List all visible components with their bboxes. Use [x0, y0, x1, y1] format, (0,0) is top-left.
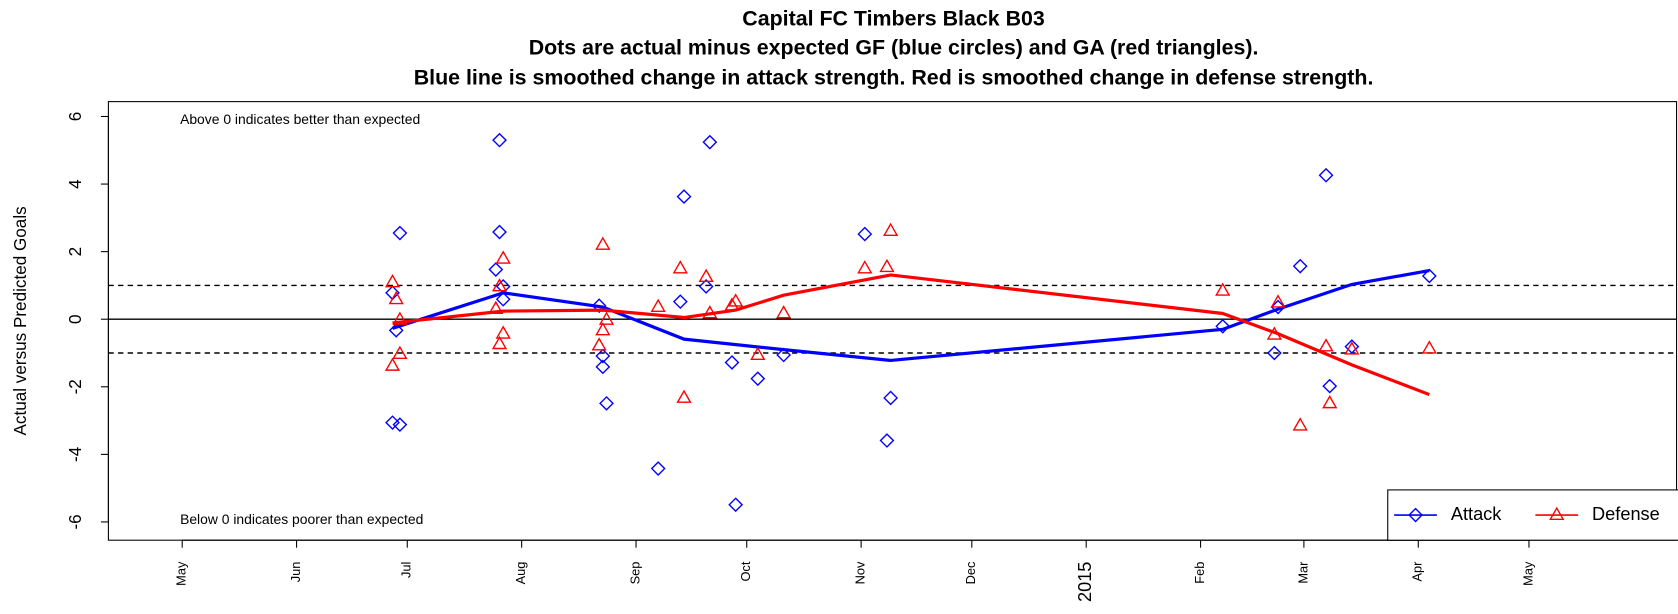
data-point — [883, 222, 899, 237]
data-point — [1292, 417, 1308, 431]
data-point — [724, 355, 740, 370]
data-point — [879, 433, 895, 448]
data-point — [1270, 299, 1286, 315]
data-point — [676, 189, 692, 204]
annotation: Below 0 indicates poorer than expected — [180, 511, 423, 527]
x-tick-label: May — [174, 561, 189, 586]
y-tick-label: 4 — [66, 179, 85, 189]
chart-subtitle: Blue line is smoothed change in attack s… — [414, 66, 1374, 90]
data-point — [1421, 340, 1437, 354]
x-tick-label: May — [1520, 561, 1535, 586]
data-point — [1266, 345, 1282, 361]
data-point — [698, 279, 714, 294]
data-point — [384, 274, 401, 288]
x-tick-label: Jun — [288, 562, 303, 583]
x-tick-label: Jul — [399, 562, 414, 578]
data-point — [1421, 268, 1437, 284]
smoothed-line — [392, 268, 1430, 363]
data-point — [672, 294, 688, 310]
x-tick-label: Feb — [1192, 562, 1207, 584]
data-point — [385, 415, 400, 431]
y-tick-label: -2 — [66, 379, 85, 394]
data-point — [392, 345, 408, 359]
data-point — [698, 268, 714, 282]
legend-marker — [1549, 506, 1565, 521]
data-point — [1344, 339, 1360, 354]
data-point — [392, 311, 408, 325]
x-tick-label: Dec — [963, 561, 978, 584]
data-point — [1215, 282, 1231, 296]
data-point — [488, 262, 504, 277]
data-point — [676, 389, 692, 403]
data-point — [650, 461, 666, 476]
data-point — [1215, 318, 1231, 334]
x-tick-label: Aug — [513, 562, 528, 585]
data-point — [750, 346, 766, 361]
plot-frame — [107, 101, 1678, 541]
data-point — [392, 417, 408, 433]
data-point — [591, 298, 607, 314]
y-axis-label: Actual versus Predicted Goals — [11, 206, 30, 435]
smoothed-line — [392, 273, 1430, 397]
data-point — [1344, 341, 1360, 355]
legend-label: Defense — [1592, 504, 1660, 524]
data-point — [857, 260, 873, 274]
data-point — [591, 337, 607, 351]
data-point — [388, 322, 404, 338]
data-point — [595, 322, 611, 336]
x-tick-label: Apr — [1410, 561, 1425, 582]
data-point — [595, 359, 611, 375]
y-tick-label: -6 — [66, 514, 85, 529]
data-point — [776, 347, 792, 363]
data-point — [595, 236, 611, 250]
data-point — [495, 250, 511, 264]
data-point — [1318, 338, 1334, 352]
x-tick-label: Nov — [853, 561, 868, 584]
data-point — [599, 395, 614, 411]
data-point — [1318, 167, 1334, 183]
x-tick-label: Mar — [1295, 561, 1310, 584]
y-tick-label: 2 — [66, 247, 85, 257]
chart-subtitle: Dots are actual minus expected GF (blue … — [529, 36, 1259, 60]
data-point — [388, 290, 404, 305]
data-point — [598, 311, 615, 325]
data-point — [879, 258, 895, 273]
data-point — [491, 335, 508, 350]
annotation: Above 0 indicates better than expected — [180, 111, 420, 127]
legend-marker — [1408, 507, 1423, 523]
y-tick-label: 6 — [66, 112, 85, 122]
data-point — [392, 225, 408, 241]
data-point — [1292, 258, 1308, 274]
data-point — [776, 305, 792, 319]
legend-label: Attack — [1451, 504, 1502, 524]
data-point — [883, 390, 899, 406]
data-point — [595, 348, 611, 364]
data-point — [492, 224, 507, 240]
data-point — [1270, 294, 1286, 308]
data-point — [491, 278, 508, 292]
data-point — [728, 497, 744, 513]
data-point — [672, 260, 688, 274]
data-point — [1322, 378, 1338, 394]
data-point — [1322, 394, 1338, 409]
data-point — [728, 293, 744, 307]
data-point — [750, 371, 766, 387]
x-tick-label: Oct — [738, 561, 753, 581]
y-tick-label: -4 — [66, 446, 85, 462]
data-point — [495, 291, 511, 307]
data-point — [650, 298, 666, 313]
data-point — [384, 357, 401, 371]
y-tick-label: 0 — [66, 314, 85, 324]
data-point — [492, 132, 507, 148]
x-tick-label: 2015 — [1075, 562, 1095, 602]
legend: Attack Defense — [1387, 489, 1678, 541]
data-point — [857, 226, 873, 242]
data-point — [495, 325, 511, 339]
chart-title: Capital FC Timbers Black B03 — [742, 7, 1045, 31]
data-point — [702, 134, 718, 150]
x-tick-label: Sep — [627, 562, 642, 585]
